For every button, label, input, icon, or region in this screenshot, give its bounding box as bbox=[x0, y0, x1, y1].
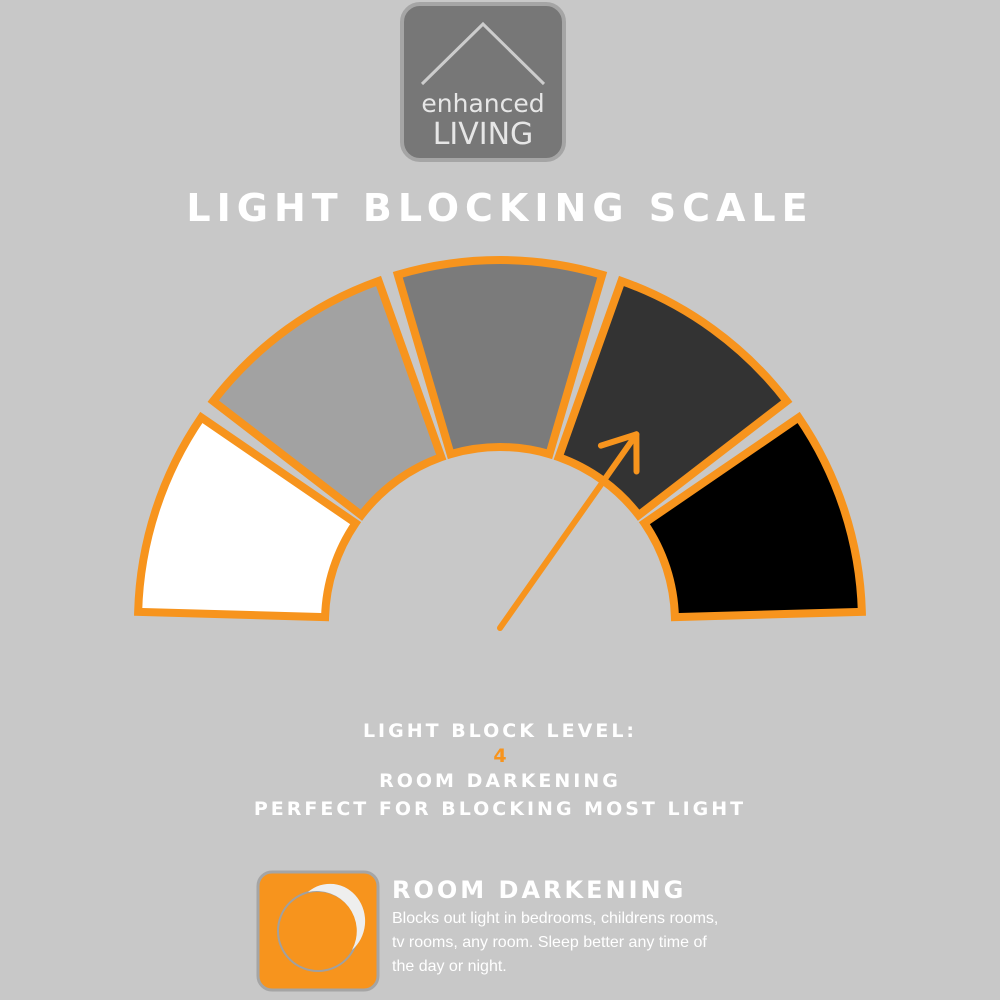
title: LIGHT BLOCKING SCALE bbox=[186, 186, 814, 230]
gauge-segment bbox=[207, 275, 447, 521]
summary-name: ROOM DARKENING bbox=[379, 770, 621, 792]
summary-level: 4 bbox=[493, 745, 507, 767]
needle bbox=[497, 431, 640, 631]
icon-crescent bbox=[308, 883, 366, 950]
logo-roof bbox=[420, 21, 546, 86]
gauge-segment bbox=[134, 411, 362, 622]
gauge-segment bbox=[638, 411, 866, 622]
gauge-segment bbox=[392, 256, 608, 460]
summary-tagline: PERFECT FOR BLOCKING MOST LIGHT bbox=[253, 798, 747, 820]
feature-title: ROOM DARKENING bbox=[392, 876, 687, 904]
summary-label: LIGHT BLOCK LEVEL: bbox=[362, 720, 638, 742]
logo-text: LIVING bbox=[433, 117, 534, 152]
feature-body: Blocks out light in bedrooms, childrens … bbox=[392, 910, 719, 975]
logo-badge bbox=[400, 2, 566, 162]
gauge-segment bbox=[553, 275, 793, 521]
gauge bbox=[134, 256, 866, 631]
needle-head bbox=[597, 431, 640, 475]
logo-text: enhanced bbox=[421, 89, 544, 118]
